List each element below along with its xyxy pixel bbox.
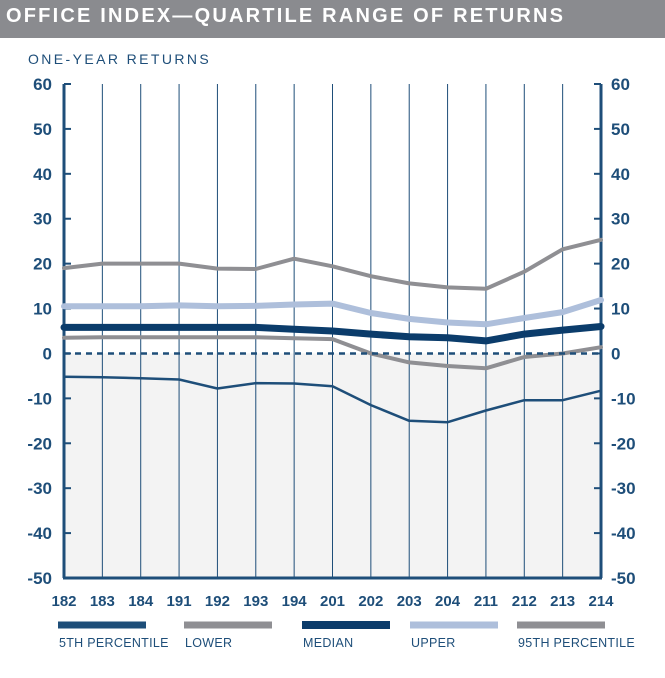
y-tick-label-left: 50 bbox=[33, 120, 52, 139]
series-line-p5 bbox=[62, 375, 603, 424]
x-tick-label: 191 bbox=[167, 593, 192, 610]
y-tick-label-left: 20 bbox=[33, 255, 52, 274]
x-tick-label: 204 bbox=[435, 593, 461, 610]
title-bar: OFFICE INDEX—QUARTILE RANGE OF RETURNS bbox=[0, 0, 665, 38]
y-tick-label-left: -20 bbox=[27, 434, 52, 453]
y-tick-label-right: -30 bbox=[611, 479, 636, 498]
legend-label-p5: 5TH PERCENTILE bbox=[59, 636, 169, 650]
y-tick-label-left: -10 bbox=[27, 389, 52, 408]
series-line-p95 bbox=[62, 237, 603, 291]
x-tick-label: 212 bbox=[512, 593, 537, 610]
y-tick-label-left: -50 bbox=[27, 569, 52, 588]
y-tick-label-right: 20 bbox=[611, 255, 630, 274]
y-tick-label-left: 40 bbox=[33, 165, 52, 184]
y-tick-label-left: 30 bbox=[33, 210, 52, 229]
y-tick-label-left: -30 bbox=[27, 479, 52, 498]
x-tick-label: 192 bbox=[205, 593, 230, 610]
y-tick-label-left: -40 bbox=[27, 524, 52, 543]
x-tick-label: 214 bbox=[588, 593, 614, 610]
x-tick-label: 194 bbox=[282, 593, 308, 610]
y-tick-label-left: 10 bbox=[33, 300, 52, 319]
x-tick-label: 184 bbox=[128, 593, 154, 610]
x-tick-label: 183 bbox=[90, 593, 115, 610]
legend-label-median: MEDIAN bbox=[303, 636, 353, 650]
y-tick-label-right: -10 bbox=[611, 389, 636, 408]
legend-label-lower: LOWER bbox=[185, 636, 232, 650]
y-tick-label-left: 0 bbox=[43, 344, 52, 363]
y-tick-label-right: 40 bbox=[611, 165, 630, 184]
y-tick-label-right: 50 bbox=[611, 120, 630, 139]
series-line-lower bbox=[62, 335, 603, 371]
x-tick-label: 211 bbox=[474, 593, 498, 610]
x-tick-label: 193 bbox=[243, 593, 268, 610]
x-tick-label: 201 bbox=[320, 593, 345, 610]
y-tick-label-right: 30 bbox=[611, 210, 630, 229]
x-tick-label: 202 bbox=[358, 593, 383, 610]
legend-label-p95: 95TH PERCENTILE bbox=[518, 636, 635, 650]
x-tick-label: 203 bbox=[397, 593, 422, 610]
y-axis-subtitle: ONE-YEAR RETURNS bbox=[28, 51, 212, 67]
chart-title: OFFICE INDEX—QUARTILE RANGE OF RETURNS bbox=[6, 5, 566, 27]
y-tick-label-right: 10 bbox=[611, 300, 630, 319]
x-tick-label: 213 bbox=[550, 593, 575, 610]
y-tick-label-right: -50 bbox=[611, 569, 636, 588]
y-tick-label-right: -40 bbox=[611, 524, 636, 543]
y-tick-label-left: 60 bbox=[33, 75, 52, 94]
series-line-median bbox=[60, 323, 605, 345]
legend-label-upper: UPPER bbox=[411, 636, 456, 650]
y-tick-label-right: 60 bbox=[611, 75, 630, 94]
series-line-upper bbox=[61, 297, 604, 328]
x-tick-label: 182 bbox=[51, 593, 76, 610]
y-tick-label-right: 0 bbox=[611, 344, 620, 363]
y-tick-label-right: -20 bbox=[611, 434, 636, 453]
